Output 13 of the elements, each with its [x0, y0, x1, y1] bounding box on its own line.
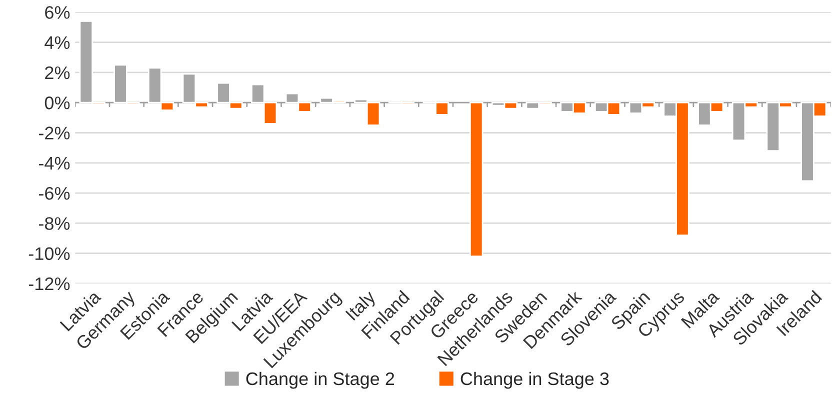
- y-tick-label: -8%: [38, 217, 70, 230]
- y-tick-label: 4%: [44, 36, 70, 49]
- bar: [469, 102, 484, 258]
- y-tick-label: -12%: [28, 277, 70, 290]
- y-tick-label: 6%: [45, 6, 70, 19]
- y-tick-label: -6%: [38, 186, 70, 200]
- y-tick-label: 0%: [44, 96, 70, 110]
- y-tick-label: -2%: [38, 126, 70, 140]
- y-tick-label: -4%: [38, 156, 70, 170]
- legend-label: Change in Stage 3: [460, 372, 609, 389]
- y-tick-label: 2%: [45, 66, 70, 80]
- legend-label: Change in Stage 2: [246, 372, 394, 389]
- y-tick-label: -10%: [28, 247, 70, 260]
